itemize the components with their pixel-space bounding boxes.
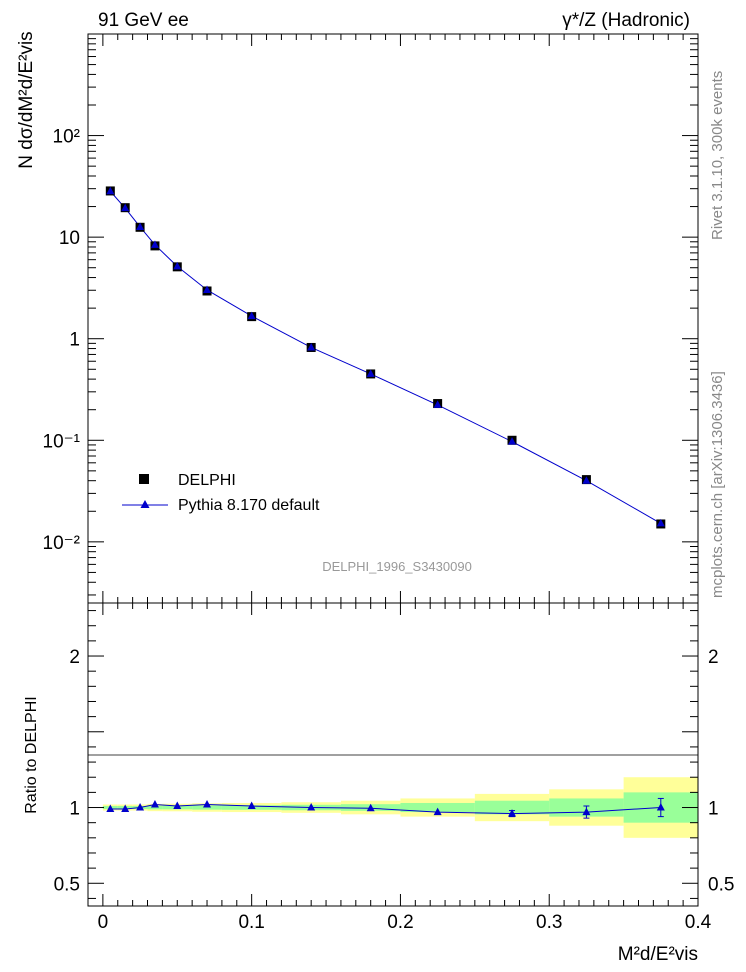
legend-marker-pythia: [140, 500, 150, 508]
x-tick-label: 0.4: [685, 912, 712, 933]
mc-point: [433, 400, 442, 408]
ratio-axis-ticks: [88, 603, 699, 906]
mc-point: [121, 203, 130, 212]
mc-point: [656, 518, 665, 527]
x-tick-label: 0.1: [238, 912, 264, 933]
main-panel: 10⁻² 10⁻¹ 1 10 10² N dσ/dM²d/E²vis DELPHI_19…: [16, 31, 699, 604]
legend-label-delphi: DELPHI: [178, 472, 236, 489]
ratio-y-tick-labels: 0.5 0.5 1 1 2 2: [54, 647, 735, 895]
ratio-y-tick-label: 2: [69, 647, 80, 668]
ratio-y-tick-label-right: 2: [708, 647, 719, 668]
ratio-band-inner: [400, 802, 475, 813]
main-y-tick-label: 10⁻²: [43, 533, 81, 554]
analysis-watermark: DELPHI_1996_S3430090: [322, 559, 472, 574]
x-tick-label: 0: [98, 912, 109, 933]
ratio-point: [433, 807, 442, 816]
ratio-point: [247, 801, 256, 810]
ratio-y-tick-label: 1: [69, 799, 80, 820]
header-right-label: γ*/Z (Hadronic): [562, 10, 690, 31]
mc-point: [307, 342, 316, 351]
ratio-band-inner: [474, 800, 550, 815]
ratio-point: [656, 803, 665, 811]
mc-point: [150, 240, 159, 248]
ratio-band-inner: [147, 805, 163, 810]
main-y-tick-label: 1: [69, 330, 80, 351]
legend-marker-delphi: [139, 474, 149, 484]
ratio-point: [366, 803, 375, 812]
ratio-point: [173, 801, 182, 810]
ratio-point: [121, 804, 130, 813]
ratio-point: [203, 799, 212, 808]
mc-point: [203, 285, 212, 293]
main-y-tick-label: 10⁻¹: [43, 431, 81, 452]
main-panel-frame: [87, 33, 699, 604]
ratio-point: [582, 807, 591, 816]
legend-label-pythia: Pythia 8.170 default: [178, 497, 320, 514]
x-axis-label: M²d/E²vis: [618, 944, 698, 965]
main-y-tick-label: 10: [59, 228, 80, 249]
x-tick-label: 0.3: [536, 912, 562, 933]
ratio-panel-frame: [87, 602, 699, 907]
main-y-tick-label: 10²: [53, 127, 80, 148]
header-left-label: 91 GeV ee: [98, 10, 189, 31]
main-axis-ticks: [88, 34, 699, 603]
ratio-y-tick-label-right: 1: [708, 799, 719, 820]
main-y-tick-labels: 10⁻² 10⁻¹ 1 10 10²: [43, 127, 81, 554]
main-y-axis-label: N dσ/dM²d/E²vis: [16, 31, 37, 168]
mc-point: [106, 186, 115, 195]
ratio-y-tick-label-right: 0.5: [708, 874, 734, 895]
mc-point: [247, 311, 256, 320]
ratio-point: [106, 804, 115, 813]
mc-point: [366, 369, 375, 377]
ratio-point: [307, 803, 316, 811]
ratio-y-tick-label: 0.5: [54, 874, 80, 895]
mc-point: [508, 437, 517, 445]
x-tick-label: 0.2: [387, 912, 413, 933]
mc-point: [173, 261, 182, 270]
ratio-point: [150, 799, 159, 808]
legend: DELPHI Pythia 8.170 default: [122, 472, 320, 514]
ratio-panel: 0.5 0.5 1 1 2 2 0 0.1 0.2 0.3 0.4 Ratio to DELPHI…: [23, 602, 735, 965]
ratio-y-axis-label: Ratio to DELPHI: [23, 696, 40, 813]
mcplots-side-label: mcplots.cern.ch [arXiv:1306.3436]: [709, 371, 726, 598]
mc-point: [582, 476, 591, 484]
ratio-points: [106, 797, 665, 819]
ratio-point: [508, 809, 517, 817]
mc-point: [136, 222, 145, 230]
ratio-uncertainty-bands: [102, 777, 698, 838]
x-tick-labels: 0 0.1 0.2 0.3 0.4: [98, 912, 712, 933]
ratio-point: [136, 803, 145, 811]
mc-points: [106, 186, 665, 527]
rivet-side-label: Rivet 3.1.10, 300k events: [709, 71, 726, 240]
ratio-band-inner: [192, 805, 222, 810]
